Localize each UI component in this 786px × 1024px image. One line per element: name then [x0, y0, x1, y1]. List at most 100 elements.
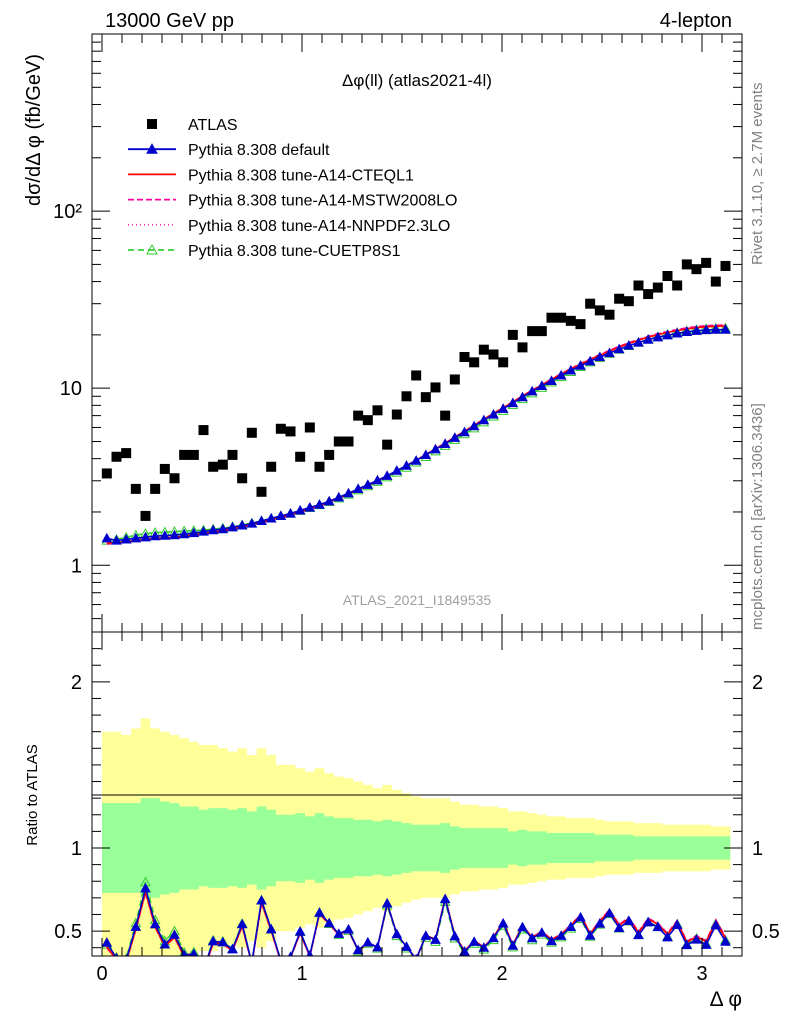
atlas-data-point: [575, 319, 586, 330]
mc-point-default: [101, 532, 113, 543]
ratio-point-default: [720, 936, 731, 946]
atlas-data-point: [546, 312, 557, 323]
mc-point-default: [536, 380, 548, 391]
main-y-axis-label: dσ/dΔ φ (fb/GeV): [23, 54, 45, 206]
ratio-point-default: [381, 897, 393, 908]
x-tick-label: 1: [296, 963, 307, 985]
mc-point-default: [555, 369, 567, 380]
atlas-data-point: [420, 392, 431, 403]
atlas-data-point: [362, 415, 373, 426]
atlas-data-point: [227, 449, 238, 460]
legend-marker-atlas: [147, 119, 157, 129]
ratio-point-default: [420, 930, 432, 940]
ratio-panel: 0.5 0.5 1 1 2 2 0 1 2 3: [54, 631, 780, 985]
atlas-data-point: [275, 423, 286, 434]
atlas-data-point: [565, 315, 576, 326]
ratio-point-default: [710, 919, 722, 930]
atlas-data-point: [295, 451, 306, 462]
atlas-data-point: [691, 264, 702, 275]
ratio-y-tick-label-left: 2: [71, 672, 82, 694]
legend-marker-default: [146, 143, 158, 154]
mc-point-default: [323, 495, 335, 506]
ratio-point-default: [280, 955, 282, 956]
x-tick-label: 3: [696, 963, 707, 985]
legend-marker-cuetp8s1: [146, 243, 158, 255]
mc-point-default: [111, 534, 122, 545]
atlas-data-point: [672, 280, 683, 291]
ratio-y-tick-label-right: 1: [752, 838, 763, 860]
rivet-label: Rivet 3.1.10, ≥ 2.7M events: [749, 83, 766, 266]
ratio-point-default: [140, 882, 151, 893]
ratio-point-default: [652, 921, 664, 932]
atlas-data-point: [188, 449, 199, 460]
atlas-data-point: [459, 352, 470, 363]
mc-point-default: [642, 334, 654, 344]
mc-point-default: [575, 360, 586, 370]
ratio-point-default: [169, 929, 180, 939]
mc-point-default: [439, 438, 451, 448]
atlas-data-point: [179, 449, 190, 460]
ratio-point-default: [294, 925, 306, 936]
mc-point-default: [130, 532, 142, 543]
ratio-point-default: [604, 907, 615, 918]
atlas-data-point: [449, 374, 460, 385]
mc-point-default: [662, 329, 673, 340]
atlas-data-point: [488, 349, 499, 360]
ratio-frame: [91, 631, 743, 957]
ratio-point-default: [362, 936, 374, 947]
ratio-y-ticks: 0.5 0.5 1 1 2 2: [54, 648, 780, 949]
atlas-data-point: [517, 342, 528, 353]
mc-point-default: [691, 325, 702, 335]
mc-point-default: [594, 351, 606, 362]
legend-label-atlas: ATLAS: [188, 117, 238, 134]
atlas-data-point: [614, 293, 625, 304]
atlas-data-point: [478, 344, 489, 355]
mc-point-default: [507, 397, 519, 408]
atlas-data-point: [159, 463, 170, 474]
ratio-point-cuetp8s1: [199, 964, 208, 972]
ratio-point-default: [343, 923, 354, 934]
mc-point-default: [149, 530, 161, 541]
ratio-point-default: [101, 937, 113, 947]
atlas-data-point: [411, 370, 422, 381]
mc-point-default: [343, 487, 354, 498]
atlas-data-point: [701, 257, 712, 268]
ratio-point-default: [430, 934, 441, 944]
mc-point-default: [652, 331, 664, 342]
atlas-data-point: [652, 282, 663, 293]
x-ticks: 0 1 2 3: [96, 632, 723, 985]
main-y-tick-label: 10²: [53, 201, 82, 223]
atlas-data-point: [217, 459, 228, 470]
mc-point-default: [671, 327, 683, 338]
ratio-point-default: [199, 965, 208, 973]
mc-point-default: [285, 507, 296, 518]
mc-point-default: [256, 515, 267, 526]
ratio-point-default: [507, 940, 519, 950]
channel-label: 4-lepton: [660, 10, 732, 32]
ratio-point-default: [468, 936, 480, 946]
x-tick-label: 0: [96, 963, 107, 985]
main-panel: 1 10 10² ATLAS Pythia 8.308 default Pythia 8…: [53, 33, 743, 633]
ratio-point-default: [449, 930, 461, 941]
ratio-point-default: [125, 954, 127, 956]
ratio-point-cuetp8s1: [247, 958, 256, 966]
ratio-point-cuetp8s1: [280, 955, 282, 956]
main-y-tick-label: 1: [71, 555, 82, 577]
atlas-data-point: [333, 436, 344, 447]
atlas-data-point: [633, 280, 644, 291]
main-data-layer: [101, 257, 731, 545]
atlas-data-point: [198, 425, 209, 436]
mc-point-default: [372, 474, 383, 485]
ratio-point-default: [584, 929, 596, 940]
ratio-point-default: [391, 928, 403, 939]
mc-point-default: [401, 460, 412, 470]
mc-point-default: [188, 527, 200, 538]
mc-point-default: [236, 519, 248, 530]
mc-point-default: [478, 414, 490, 425]
atlas-data-point: [391, 409, 402, 420]
mc-point-default: [207, 524, 219, 535]
atlas-data-point: [101, 468, 112, 479]
atlas-data-point: [150, 483, 161, 494]
mc-point-default: [217, 523, 229, 534]
atlas-data-point: [266, 461, 277, 472]
